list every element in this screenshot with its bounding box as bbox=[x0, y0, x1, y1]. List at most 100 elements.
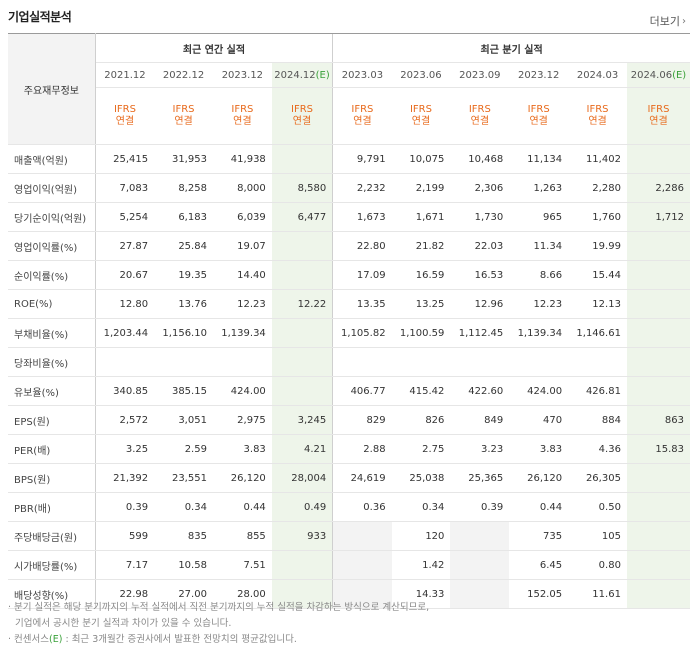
table-cell: 424.00 bbox=[212, 376, 272, 406]
table-row: PER(배) 3.25 2.59 3.83 4.21 2.88 2.75 3.23 3.83 4.… bbox=[8, 434, 690, 464]
table-cell: 1,105.82 bbox=[332, 318, 392, 348]
table-cell: 10.58 bbox=[154, 550, 213, 580]
table-cell: 829 bbox=[332, 405, 392, 435]
ifrs-label: IFRS bbox=[409, 104, 432, 115]
table-cell: 6,039 bbox=[212, 202, 272, 232]
table-cell: 25,415 bbox=[95, 144, 155, 174]
table-cell: 826 bbox=[391, 405, 451, 435]
table-cell: 10,468 bbox=[450, 144, 510, 174]
table-cell: 835 bbox=[154, 521, 213, 551]
table-cell bbox=[271, 550, 333, 580]
table-cell: 4.21 bbox=[271, 434, 333, 464]
table-cell: 863 bbox=[626, 405, 690, 435]
table-cell: 41,938 bbox=[212, 144, 272, 174]
table-cell: 105 bbox=[568, 521, 627, 551]
estimate-marker: (E) bbox=[315, 69, 330, 81]
table-cell: 19.35 bbox=[154, 260, 213, 290]
table-cell: 12.23 bbox=[509, 289, 569, 319]
table-cell: 8,258 bbox=[154, 173, 213, 203]
ifrs-label: IFRS bbox=[527, 104, 550, 115]
ifrs-label: IFRS bbox=[291, 104, 313, 115]
period-date: 2022.12 bbox=[154, 62, 213, 88]
table-cell: 152.05 bbox=[509, 579, 569, 609]
table-cell: 6.45 bbox=[509, 550, 569, 580]
table-cell: 3.23 bbox=[450, 434, 510, 464]
table-cell: 0.49 bbox=[271, 492, 333, 522]
table-cell bbox=[271, 347, 333, 377]
table-row: 매출액(억원) 25,415 31,953 41,938 9,791 10,075 10,4… bbox=[8, 144, 690, 174]
table-cell: 0.44 bbox=[509, 492, 569, 522]
footnote-quarter-calc: · 분기 실적은 해당 분기까지의 누적 실적에서 직전 분기까지의 누적 실적… bbox=[8, 602, 430, 613]
table-cell: 2,572 bbox=[95, 405, 155, 435]
table-cell bbox=[568, 347, 627, 377]
row-label: 당기순이익(억원) bbox=[8, 202, 96, 232]
table-cell: 2.88 bbox=[332, 434, 392, 464]
ifrs-label: IFRS bbox=[647, 104, 670, 115]
footnotes: · 분기 실적은 해당 분기까지의 누적 실적에서 직전 분기까지의 누적 실적… bbox=[8, 600, 429, 648]
table-cell: 7.51 bbox=[212, 550, 272, 580]
table-cell: 0.39 bbox=[450, 492, 510, 522]
footnote-quarter-diff: 기업에서 공시한 분기 실적과 차이가 있을 수 있습니다. bbox=[15, 618, 232, 629]
table-cell: 2,286 bbox=[626, 173, 690, 203]
table-cell: 5,254 bbox=[95, 202, 155, 232]
table-cell: 11,134 bbox=[509, 144, 569, 174]
table-row: 시가배당률(%) 7.17 10.58 7.51 1.42 6.45 0.80 bbox=[8, 550, 690, 580]
ifrs-basis-label: IFRS 연결 bbox=[154, 87, 213, 145]
table-row: 순이익률(%) 20.67 19.35 14.40 17.09 16.59 16.53 8.6… bbox=[8, 260, 690, 290]
table-cell bbox=[95, 347, 155, 377]
table-row: EPS(원) 2,572 3,051 2,975 3,245 829 826 849 470 88… bbox=[8, 405, 690, 435]
table-cell: 470 bbox=[509, 405, 569, 435]
table-cell: 14.40 bbox=[212, 260, 272, 290]
table-cell: 1,139.34 bbox=[212, 318, 272, 348]
ifrs-label: IFRS bbox=[172, 104, 195, 115]
table-cell: 7.17 bbox=[95, 550, 155, 580]
table-cell: 8,000 bbox=[212, 173, 272, 203]
period-date: 2023.03 bbox=[332, 62, 392, 88]
table-cell bbox=[391, 347, 451, 377]
row-label: PBR(배) bbox=[8, 492, 96, 522]
financial-table: 주요재무정보 최근 연간 실적 최근 분기 실적 2021.12 2022.12 2… bbox=[8, 33, 690, 609]
table-row: PBR(배) 0.39 0.34 0.44 0.49 0.36 0.34 0.39 0.44 0.… bbox=[8, 492, 690, 522]
table-cell: 3,245 bbox=[271, 405, 333, 435]
period-date: 2024.06(E) bbox=[626, 62, 690, 88]
table-cell bbox=[271, 579, 333, 609]
table-cell: 12.23 bbox=[212, 289, 272, 319]
table-cell: 13.35 bbox=[332, 289, 392, 319]
table-cell: 11.34 bbox=[509, 231, 569, 261]
table-cell: 22.98 bbox=[95, 579, 155, 609]
consolidated-label: 연결 bbox=[649, 116, 668, 127]
table-cell: 8,580 bbox=[271, 173, 333, 203]
ifrs-basis-label: IFRS 연결 bbox=[212, 87, 272, 145]
table-cell: 1,146.61 bbox=[568, 318, 627, 348]
period-date: 2021.12 bbox=[95, 62, 155, 88]
table-cell: 27.87 bbox=[95, 231, 155, 261]
table-cell: 6,183 bbox=[154, 202, 213, 232]
table-cell bbox=[626, 463, 690, 493]
ifrs-label: IFRS bbox=[231, 104, 254, 115]
consolidated-label: 연결 bbox=[115, 116, 135, 127]
table-cell: 24,619 bbox=[332, 463, 392, 493]
table-cell bbox=[332, 521, 392, 551]
table-row: ROE(%) 12.80 13.76 12.23 12.22 13.35 13.25 12.9… bbox=[8, 289, 690, 319]
table-cell: 965 bbox=[509, 202, 569, 232]
table-row: 주당배당금(원) 599 835 855 933 120 735 105 bbox=[8, 521, 690, 551]
table-cell: 12.22 bbox=[271, 289, 333, 319]
table-row: 배당성향(%) 22.98 27.00 28.00 14.33 152.05 11.61 bbox=[8, 579, 690, 609]
table-cell: 21.82 bbox=[391, 231, 451, 261]
row-label: 주당배당금(원) bbox=[8, 521, 96, 551]
ifrs-basis-label: IFRS 연결 bbox=[271, 87, 333, 145]
more-link[interactable]: 더보기 › bbox=[650, 13, 686, 29]
ifrs-basis-label: IFRS 연결 bbox=[332, 87, 392, 145]
ifrs-basis-label: IFRS 연결 bbox=[626, 87, 690, 145]
table-cell: 426.81 bbox=[568, 376, 627, 406]
table-cell: 16.53 bbox=[450, 260, 510, 290]
table-cell: 8.66 bbox=[509, 260, 569, 290]
period-date: 2023.06 bbox=[391, 62, 451, 88]
estimate-marker: (E) bbox=[672, 69, 687, 81]
table-cell: 10,075 bbox=[391, 144, 451, 174]
row-label: 시가배당률(%) bbox=[8, 550, 96, 580]
ifrs-label: IFRS bbox=[113, 104, 136, 115]
table-cell: 26,120 bbox=[509, 463, 569, 493]
table-row: BPS(원) 21,392 23,551 26,120 28,004 24,619 25,0… bbox=[8, 463, 690, 493]
table-cell bbox=[450, 579, 510, 609]
